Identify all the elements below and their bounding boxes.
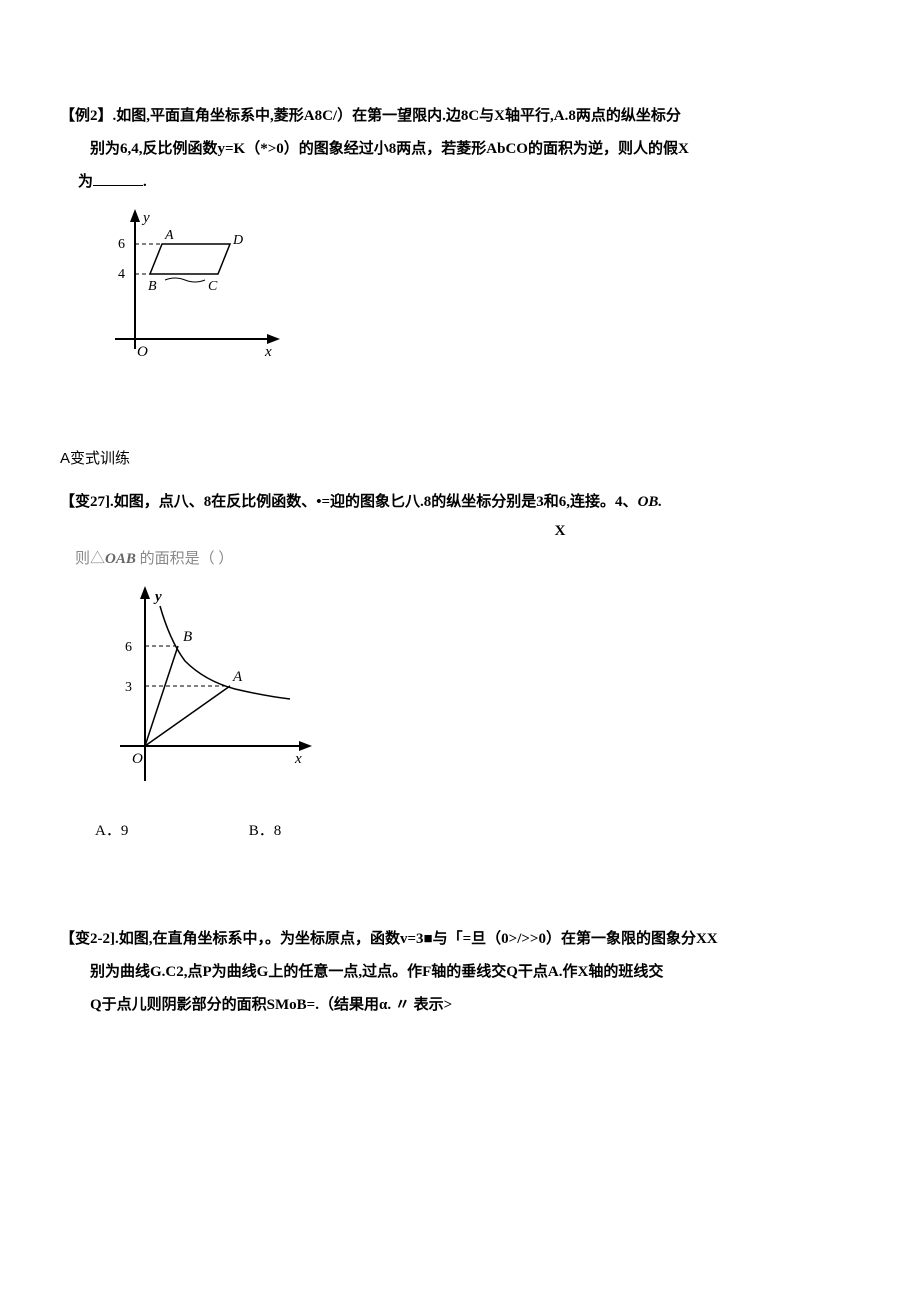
problem-22-line1: 【变2-2].如图,在直角坐标系中，。为坐标原点，函数v=3■与「=旦（0>/>…	[60, 923, 860, 956]
x-center-label: X	[260, 519, 860, 543]
point-A-2: A	[232, 669, 243, 685]
y-axis-label-2: y	[153, 589, 162, 605]
answer-a: A．9	[95, 819, 245, 843]
x-axis-label-2: x	[294, 751, 302, 767]
y-tick-6: 6	[118, 237, 125, 252]
problem-2-2: 【变2-2].如图,在直角坐标系中，。为坐标原点，函数v=3■与「=旦（0>/>…	[60, 923, 860, 1022]
fill-blank	[93, 171, 143, 186]
point-D: D	[232, 233, 243, 248]
problem-2-line1: 【例2】.如图,平面直角坐标系中,菱形A8C/）在第一望限内.边8C与X轴平行,…	[60, 100, 860, 133]
graph-svg-2: O y x 6 3 B A	[90, 581, 325, 796]
problem-22-line2: 别为曲线G.C2,点P为曲线G上的任意一点,过点。作F轴的垂线交Q干点A.作X轴…	[60, 956, 860, 989]
answer-b: B．8	[249, 819, 282, 843]
y-tick-4: 4	[118, 267, 125, 282]
point-A: A	[164, 228, 174, 243]
point-B: B	[148, 279, 157, 294]
problem-2-line3: 为.	[60, 166, 860, 199]
y-tick-6-2: 6	[125, 640, 132, 655]
y-tick-3-2: 3	[125, 680, 132, 695]
point-C: C	[208, 279, 218, 294]
problem-27-graph: O y x 6 3 B A	[90, 581, 860, 804]
problem-2-graph: O y x 6 4 A D B C	[90, 204, 860, 387]
section-title: A变式训练	[60, 447, 860, 471]
problem-27-line1: 【变27].如图，点八、8在反比例函数、•=迎的图象匕八.8的纵坐标分别是3和6…	[60, 486, 860, 519]
y-axis-label: y	[141, 210, 150, 226]
problem-2: 【例2】.如图,平面直角坐标系中,菱形A8C/）在第一望限内.边8C与X轴平行,…	[60, 100, 860, 387]
problem-22-line3: Q于点儿则阴影部分的面积SMoB=.（结果用α. 〃 表示>	[60, 989, 860, 1022]
x-axis-label: x	[264, 344, 272, 360]
origin-label-2: O	[132, 751, 143, 767]
answer-row: A．9 B．8	[95, 819, 860, 843]
origin-label: O	[137, 344, 148, 360]
problem-27-line2: 则△OAB 的面积是（ ）	[60, 543, 860, 576]
problem-2-line2: 别为6,4,反比例函数y=K（*>0）的图象经过小8两点，若菱形AbCO的面积为…	[60, 133, 860, 166]
point-B-2: B	[183, 629, 192, 645]
problem-27: 【变27].如图，点八、8在反比例函数、•=迎的图象匕八.8的纵坐标分别是3和6…	[60, 486, 860, 843]
graph-svg: O y x 6 4 A D B C	[90, 204, 290, 379]
